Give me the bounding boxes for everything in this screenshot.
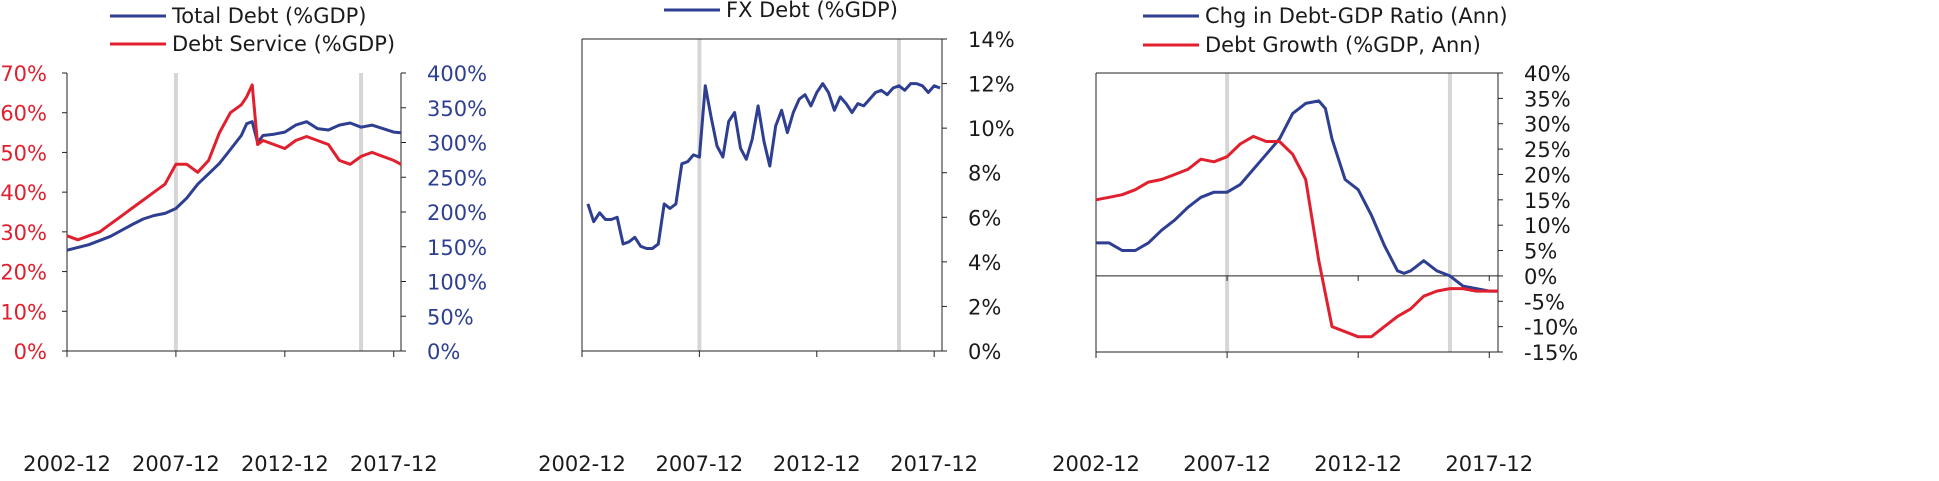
legend-label: Total Debt (%GDP) [171, 4, 367, 28]
series-line [1096, 99, 1498, 293]
right-tick-label: 25% [1524, 138, 1571, 162]
left-tick-label: 40% [0, 181, 47, 205]
right-tick-label: 35% [1524, 87, 1571, 111]
right-tick-label: 12% [968, 73, 1015, 97]
left-tick-label: 10% [0, 300, 47, 324]
right-tick-label: 100% [427, 271, 487, 295]
series-line [586, 82, 941, 250]
right-tick-label: 14% [968, 28, 1015, 52]
right-tick-label: 4% [968, 251, 1001, 275]
right-tick-label: 0% [968, 340, 1001, 364]
x-tick-label: 2007-12 [1183, 452, 1271, 476]
x-tick-label: 2002-12 [538, 452, 626, 476]
legend-label: Debt Service (%GDP) [172, 32, 395, 56]
right-tick-label: 400% [427, 62, 487, 86]
right-tick-label: 10% [968, 117, 1015, 141]
right-tick-label: 50% [427, 305, 474, 329]
x-tick-label: 2017-12 [350, 452, 438, 476]
right-tick-label: 10% [1524, 214, 1571, 238]
x-tick-label: 2012-12 [241, 452, 329, 476]
right-tick-label: 250% [427, 166, 487, 190]
right-tick-label: 0% [427, 340, 460, 364]
right-tick-label: 350% [427, 97, 487, 121]
right-tick-label: 30% [1524, 113, 1571, 137]
right-tick-label: 40% [1524, 62, 1571, 86]
chart-2: 0% 2% 4% 6% 8% 10% 12% 14% 2002-12 2007-12 2012-12… [538, 0, 1015, 476]
right-tick-label: 150% [427, 236, 487, 260]
left-tick-label: 20% [0, 261, 47, 285]
chart-3: -15%-10%-5%0%5%10%15%20%25%30%35%40% 2002… [1052, 4, 1578, 476]
right-tick-label: -5% [1524, 290, 1565, 314]
right-tick-label: 20% [1524, 163, 1571, 187]
x-tick-label: 2007-12 [132, 452, 220, 476]
right-tick-label: 6% [968, 206, 1001, 230]
legend-label: Debt Growth (%GDP, Ann) [1205, 33, 1481, 57]
x-tick-label: 2017-12 [890, 452, 978, 476]
right-tick-label: 200% [427, 201, 487, 225]
right-tick-label: 8% [968, 162, 1001, 186]
right-tick-label: 5% [1524, 240, 1557, 264]
left-tick-label: 60% [0, 102, 47, 126]
legend-label: Chg in Debt-GDP Ratio (Ann) [1205, 4, 1508, 28]
right-tick-label: 2% [968, 295, 1001, 319]
right-tick-label: 300% [427, 132, 487, 156]
right-tick-label: -15% [1524, 341, 1578, 365]
left-tick-label: 50% [0, 141, 47, 165]
series-line [66, 83, 402, 242]
right-tick-label: 0% [1524, 265, 1557, 289]
x-tick-label: 2007-12 [656, 452, 744, 476]
series-line [1095, 134, 1498, 339]
right-tick-label: -10% [1524, 316, 1578, 340]
x-tick-label: 2017-12 [1445, 452, 1533, 476]
left-tick-label: 0% [14, 340, 47, 364]
x-tick-label: 2002-12 [1052, 452, 1140, 476]
left-tick-label: 70% [0, 62, 47, 86]
right-tick-label: 15% [1524, 189, 1571, 213]
left-tick-label: 30% [0, 221, 47, 245]
x-tick-label: 2012-12 [1314, 452, 1402, 476]
legend-label: FX Debt (%GDP) [726, 0, 898, 22]
chart-1: 0% 50% 100% 150% 200% 250% 300% 350% 400% 0% 10% 20… [0, 4, 487, 476]
x-tick-label: 2012-12 [773, 452, 861, 476]
x-tick-label: 2002-12 [23, 452, 111, 476]
series-line [66, 120, 402, 252]
